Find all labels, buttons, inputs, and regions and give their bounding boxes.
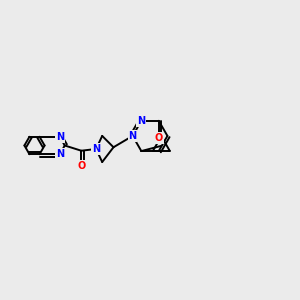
Text: N: N <box>92 144 100 154</box>
Text: O: O <box>154 133 163 143</box>
Text: N: N <box>56 132 64 142</box>
Text: N: N <box>129 131 137 141</box>
Text: N: N <box>56 149 64 159</box>
Text: N: N <box>137 116 146 126</box>
Text: O: O <box>77 160 86 170</box>
